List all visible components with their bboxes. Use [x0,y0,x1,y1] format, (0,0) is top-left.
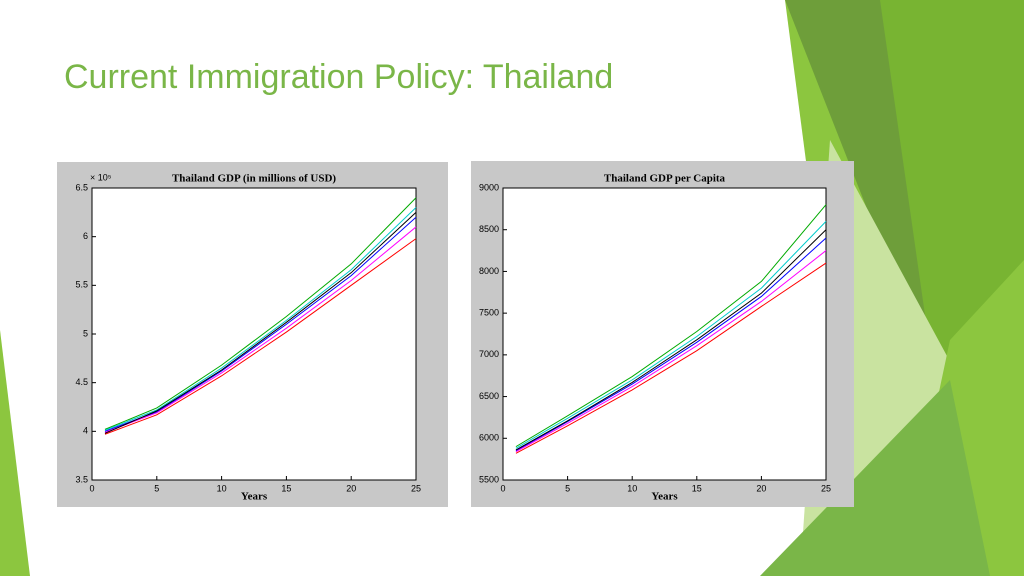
line-series [515,229,827,451]
y-tick-label: 6 [83,231,88,241]
y-tick-label: 7500 [479,308,499,318]
x-tick-label: 5 [565,483,570,493]
line-series [104,211,417,434]
y-tick-label: 4 [83,426,88,436]
x-tick-label: 5 [154,483,159,493]
y-tick-label: 6500 [479,391,499,401]
x-tick-label: 0 [89,483,94,493]
x-tick-label: 15 [281,483,291,493]
line-series [515,204,827,448]
x-tick-label: 10 [217,483,227,493]
y-tick-label: 8000 [479,266,499,276]
y-tick-label: 8500 [479,224,499,234]
x-axis-label: Years [651,491,678,503]
x-tick-label: 25 [821,483,831,493]
x-tick-label: 0 [500,483,505,493]
y-tick-label: 6000 [479,433,499,443]
line-series [104,197,417,430]
line-series [104,207,417,431]
slide-title: Current Immigration Policy: Thailand [64,58,613,96]
x-axis-label: Years [241,491,268,503]
plot-area [91,187,417,481]
y-tick-label: 5500 [479,474,499,484]
line-series [515,250,827,453]
y-tick-label: 6.5 [75,182,88,192]
line-series [515,262,827,454]
x-tick-label: 25 [411,483,421,493]
y-tick-label: 3.5 [75,474,88,484]
x-tick-label: 20 [756,483,766,493]
line-series [515,237,827,452]
line-series [104,226,417,433]
chart-title: Thailand GDP (in millions of USD) [172,173,336,185]
line-series [104,238,417,435]
y-tick-label: 9000 [479,182,499,192]
y-tick-label: 7000 [479,349,499,359]
x-tick-label: 15 [692,483,702,493]
y-tick-label: 5 [83,328,88,338]
x-tick-label: 20 [346,483,356,493]
chart-title: Thailand GDP per Capita [604,173,726,185]
y-tick-label: 4.5 [75,377,88,387]
line-series [515,221,827,449]
y-tick-label: 5.5 [75,280,88,290]
axis-exponent: × 10⁵ [90,172,112,182]
x-tick-label: 10 [627,483,637,493]
plot-area [502,187,827,481]
